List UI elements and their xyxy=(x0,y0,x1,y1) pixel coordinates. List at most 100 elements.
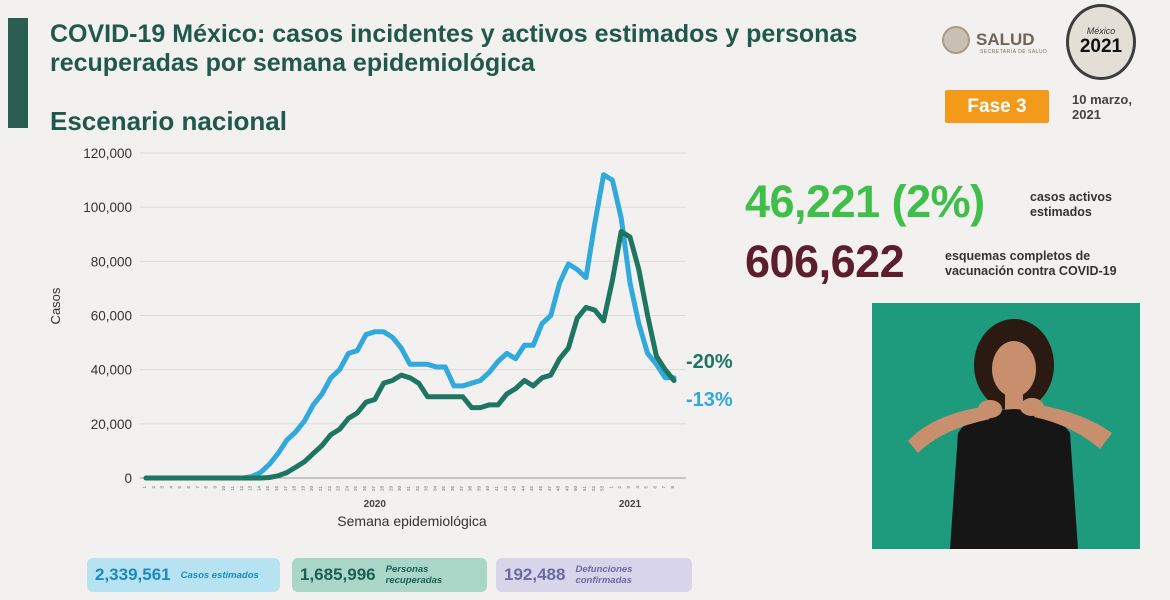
x-tick-label: 7 xyxy=(195,486,200,489)
x-tick-label: 10 xyxy=(221,486,226,492)
x-tick-label: 37 xyxy=(459,486,464,492)
x-tick-label: 26 xyxy=(362,486,367,492)
x-tick-label: 44 xyxy=(520,486,525,492)
x-tick-label: 35 xyxy=(441,486,446,492)
phase-badge: Fase 3 xyxy=(945,90,1049,123)
x-tick-label: 15 xyxy=(265,486,270,492)
report-date: 10 marzo, 2021 xyxy=(1072,92,1132,122)
x-tick-label: 41 xyxy=(494,486,499,492)
x-tick-label: 3 xyxy=(626,486,631,489)
x-tick-label: 6 xyxy=(186,486,191,489)
x-tick-label: 45 xyxy=(529,486,534,492)
x-tick-label: 18 xyxy=(292,486,297,492)
x-tick-label: 27 xyxy=(371,486,376,492)
salud-logo: SALUD SECRETARÍA DE SALUD xyxy=(942,22,1052,58)
x-tick-label: 11 xyxy=(230,486,235,491)
logo-2021-line1: México xyxy=(1086,26,1116,36)
x-tick-label: 8 xyxy=(204,486,209,489)
x-tick-label: 3 xyxy=(160,486,165,489)
summary-recovered-label: Personas recuperadas xyxy=(385,564,443,586)
summary-recovered-card: 1,685,996 Personas recuperadas xyxy=(292,558,487,592)
x-tick-label: 52 xyxy=(591,486,596,492)
summary-cases-card: 2,339,561 Casos estimados xyxy=(87,558,280,592)
active-cases-value: 46,221 (2%) xyxy=(745,176,985,227)
x-tick-label: 14 xyxy=(256,486,261,492)
y-tick-label: 0 xyxy=(124,471,132,486)
x-tick-label: 30 xyxy=(397,486,402,492)
summary-deaths-label: Defunciones confirmadas xyxy=(575,564,633,586)
summary-cases-label: Casos estimados xyxy=(180,569,259,581)
x-tick-label: 4 xyxy=(168,486,173,489)
x-tick-label: 28 xyxy=(380,486,385,492)
x-tick-label: 51 xyxy=(582,486,587,492)
cases-line-chart: 0 20,000 40,000 60,000 80,000 100,000 120,000 1… xyxy=(48,146,733,529)
x-tick-label: 40 xyxy=(485,486,490,492)
x-tick-label: 2 xyxy=(151,486,156,489)
salud-logo-subtext: SECRETARÍA DE SALUD xyxy=(980,49,1048,55)
y-tick-label: 40,000 xyxy=(91,363,132,378)
x-tick-label: 7 xyxy=(661,486,666,489)
x-tick-label: 43 xyxy=(512,486,517,492)
x-tick-label: 39 xyxy=(476,486,481,492)
series-line-active xyxy=(143,229,677,481)
x-tick-label: 17 xyxy=(283,486,288,492)
sign-language-interpreter-video xyxy=(872,303,1140,549)
x-tick-label: 6 xyxy=(652,486,657,489)
x-tick-label: 16 xyxy=(274,486,279,492)
x-tick-label: 32 xyxy=(415,486,420,492)
x-tick-label: 38 xyxy=(468,486,473,492)
summary-deaths-value: 192,488 xyxy=(504,565,566,584)
x-tick-label: 25 xyxy=(353,486,358,492)
x-tick-label: 9 xyxy=(212,486,217,489)
x-tick-label: 19 xyxy=(300,486,305,492)
vaccination-value: 606,622 xyxy=(745,236,905,287)
x-tick-label: 21 xyxy=(318,486,323,492)
x-tick-label: 22 xyxy=(327,486,332,492)
x-tick-label: 47 xyxy=(547,486,552,492)
x-tick-label: 24 xyxy=(344,486,349,492)
x-tick-label: 33 xyxy=(424,486,429,492)
year-label: 2021 xyxy=(619,499,642,510)
x-tick-label: 4 xyxy=(635,486,640,489)
x-tick-label: 8 xyxy=(670,486,675,489)
vaccination-label: esquemas completos de vacunación contra … xyxy=(945,249,1117,278)
x-tick-label: 5 xyxy=(644,486,649,489)
x-tick-label: 50 xyxy=(573,486,578,492)
summary-recovered-value: 1,685,996 xyxy=(300,565,376,584)
x-tick-label: 5 xyxy=(177,486,182,489)
x-tick-label: 46 xyxy=(538,486,543,492)
x-tick-label: 48 xyxy=(556,486,561,492)
y-tick-label: 60,000 xyxy=(91,309,132,324)
y-axis-title: Casos xyxy=(48,287,63,324)
y-tick-label: 120,000 xyxy=(83,146,132,161)
x-tick-label: 36 xyxy=(450,486,455,492)
cases-change-annotation: -13% xyxy=(686,389,733,411)
y-tick-label: 80,000 xyxy=(91,254,132,269)
x-tick-label: 31 xyxy=(406,486,411,492)
x-tick-label: 49 xyxy=(564,486,569,492)
accent-bar xyxy=(8,18,28,128)
x-tick-label: 53 xyxy=(600,486,605,492)
year-label: 2020 xyxy=(364,499,387,510)
logo-2021-line2: 2021 xyxy=(1079,36,1123,57)
mexico-2021-logo: México 2021 xyxy=(1066,4,1136,80)
page-subtitle: Escenario nacional xyxy=(50,106,287,136)
x-tick-label: 2 xyxy=(617,486,622,489)
series-line-cases xyxy=(143,172,677,481)
x-tick-label: 42 xyxy=(503,486,508,492)
salud-logo-text: SALUD xyxy=(976,30,1035,49)
x-tick-label: 1 xyxy=(142,486,147,489)
summary-cases-value: 2,339,561 xyxy=(95,565,171,584)
x-tick-label: 12 xyxy=(239,486,244,492)
y-tick-label: 100,000 xyxy=(83,200,132,215)
active-change-annotation: -20% xyxy=(686,351,733,373)
active-cases-label: casos activos estimados xyxy=(1030,190,1112,219)
x-tick-label: 23 xyxy=(336,486,341,492)
x-axis-title: Semana epidemiológica xyxy=(337,513,487,529)
x-tick-label: 13 xyxy=(248,486,253,492)
x-tick-label: 29 xyxy=(388,486,393,492)
x-tick-label: 1 xyxy=(608,486,613,489)
y-tick-label: 20,000 xyxy=(91,417,132,432)
summary-deaths-card: 192,488 Defunciones confirmadas xyxy=(496,558,692,592)
page-title: COVID-19 México: casos incidentes y acti… xyxy=(50,20,858,77)
